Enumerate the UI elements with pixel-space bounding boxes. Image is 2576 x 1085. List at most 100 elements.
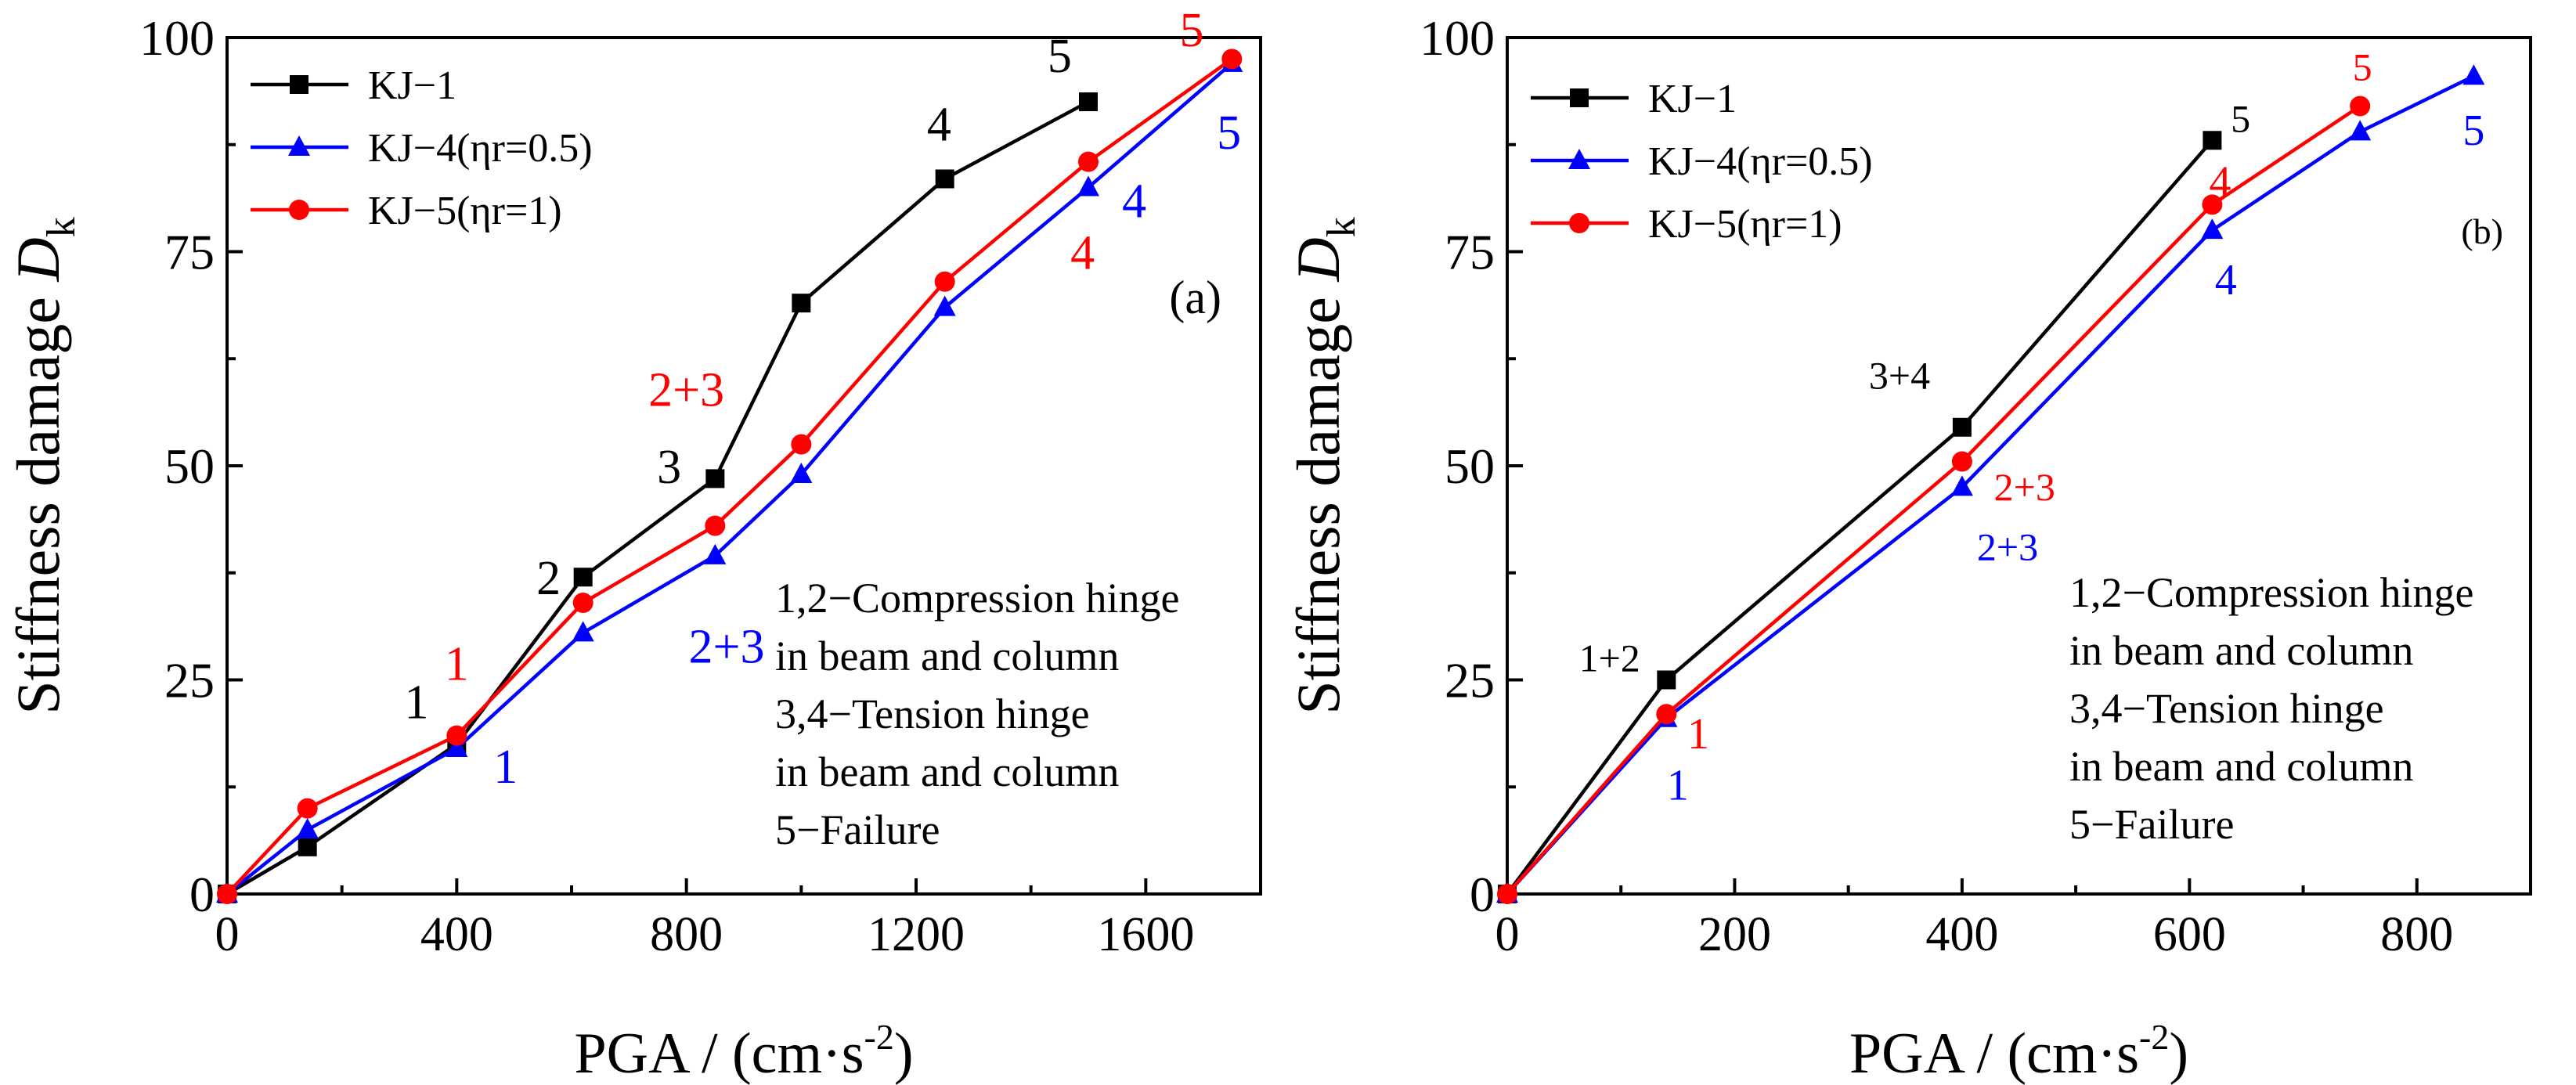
point-annotation: 1 [1667, 762, 1689, 810]
point-annotation: 5 [1180, 4, 1204, 57]
point-annotation: 4 [1070, 226, 1095, 279]
y-axis-label-main: Stiffness damage [4, 282, 72, 715]
point-annotation: 5 [1217, 106, 1241, 160]
y-tick-label: 25 [1445, 653, 1495, 708]
point-annotation: 1 [493, 741, 518, 794]
note-line: 3,4−Tension hinge [2069, 685, 2384, 732]
series-line-1 [225, 100, 1090, 896]
legend-marker [1570, 88, 1589, 107]
data-point [1951, 451, 1972, 472]
point-annotation: 2+3 [648, 363, 724, 416]
x-axis-label-close: ) [894, 1022, 914, 1085]
point-annotation: 4 [1122, 175, 1146, 229]
data-point [1656, 704, 1677, 725]
x-axis-label-superscript: -2 [2139, 1017, 2169, 1057]
point-annotation: 1 [405, 676, 429, 730]
data-point [1952, 417, 1972, 437]
legend-label: KJ−4(ηr=0.5) [1648, 139, 1873, 184]
y-axis-label-variable: D [1284, 237, 1352, 282]
series-line-2 [1506, 74, 2475, 896]
y-tick-label: 100 [1420, 10, 1495, 66]
y-axis-label-main: Stiffness damage [1284, 282, 1352, 715]
y-tick-label: 75 [164, 225, 215, 280]
x-tick-label: 0 [1495, 908, 1520, 961]
legend-marker [290, 75, 308, 94]
data-point [2462, 64, 2485, 85]
point-annotation: 3 [657, 441, 681, 494]
y-axis-label: Stiffness damage Dk [1284, 217, 1364, 714]
data-point [790, 462, 813, 483]
data-point [704, 543, 727, 564]
data-point [1657, 670, 1676, 690]
data-point [298, 837, 317, 856]
legend-marker [288, 135, 310, 156]
note-line: 5−Failure [775, 806, 940, 853]
data-point [1950, 475, 1973, 496]
x-tick-label: 800 [650, 908, 723, 961]
y-tick-label: 75 [1445, 225, 1495, 280]
data-point [791, 434, 812, 455]
x-axis-label-main: PGA / (cm·s [575, 1022, 864, 1085]
y-axis-label: Stiffness damage Dk [4, 217, 84, 714]
panel-label: (a) [1169, 272, 1221, 323]
data-point [446, 737, 468, 758]
data-point [296, 817, 319, 838]
x-axis-label-close: ) [2169, 1022, 2188, 1085]
legend-label: KJ−1 [1648, 77, 1737, 121]
data-point [217, 884, 237, 904]
note-line: 5−Failure [2069, 801, 2234, 848]
y-tick-label: 50 [1445, 438, 1495, 494]
note-line: 1,2−Compression hinge [775, 575, 1179, 622]
x-axis-label: PGA / (cm·s-2) [575, 1017, 914, 1085]
x-tick-label: 1200 [868, 908, 965, 961]
point-annotation: 2 [536, 552, 561, 605]
data-point [572, 621, 594, 642]
x-axis-label-main: PGA / (cm·s [1849, 1022, 2139, 1085]
y-tick-label: 0 [1470, 867, 1495, 922]
point-annotation: 2+3 [1994, 465, 2055, 509]
data-point [2201, 218, 2224, 240]
x-tick-label: 600 [2153, 908, 2226, 961]
x-tick-label: 1600 [1097, 908, 1194, 961]
data-point [705, 515, 726, 536]
panel-label: (b) [2461, 211, 2503, 251]
point-annotation: 5 [2462, 106, 2484, 155]
legend-label: KJ−4(ηr=0.5) [368, 126, 593, 171]
series-line-1 [1506, 139, 2214, 896]
point-annotation: 5 [2353, 45, 2372, 89]
note-line: 3,4−Tension hinge [775, 690, 1090, 737]
point-annotation: 2+3 [689, 621, 765, 674]
data-point [1497, 884, 1517, 904]
point-annotation: 1 [445, 638, 469, 691]
point-annotation: 4 [927, 98, 951, 151]
x-tick-label: 400 [1925, 908, 1998, 961]
y-tick-label: 100 [139, 10, 215, 66]
note-line: in beam and column [2069, 743, 2413, 790]
data-point [2202, 194, 2223, 215]
y-tick-label: 25 [164, 653, 215, 708]
data-point [446, 725, 467, 746]
data-point [1079, 92, 1098, 112]
y-tick-label: 0 [189, 867, 215, 922]
x-tick-label: 800 [2380, 908, 2453, 961]
point-annotation: 4 [2215, 256, 2237, 305]
data-point [1221, 49, 1243, 70]
y-axis-label-subscript: k [39, 217, 84, 237]
point-annotation: 4 [2210, 157, 2231, 206]
data-point [1077, 175, 1099, 196]
data-point [1078, 151, 1099, 172]
note-line: in beam and column [775, 748, 1119, 795]
point-annotation: 5 [2231, 96, 2250, 140]
legend-label: KJ−5(ηr=1) [368, 189, 562, 233]
note-line: in beam and column [775, 633, 1119, 679]
legend-marker [289, 200, 309, 220]
x-axis-label: PGA / (cm·s-2) [1849, 1017, 2188, 1085]
x-tick-label: 400 [420, 908, 493, 961]
point-annotation: 3+4 [1869, 354, 1930, 398]
legend-marker [1569, 213, 1589, 233]
note-line: 1,2−Compression hinge [2069, 569, 2473, 616]
point-annotation: 1+2 [1579, 636, 1640, 680]
point-annotation: 5 [1048, 30, 1072, 83]
